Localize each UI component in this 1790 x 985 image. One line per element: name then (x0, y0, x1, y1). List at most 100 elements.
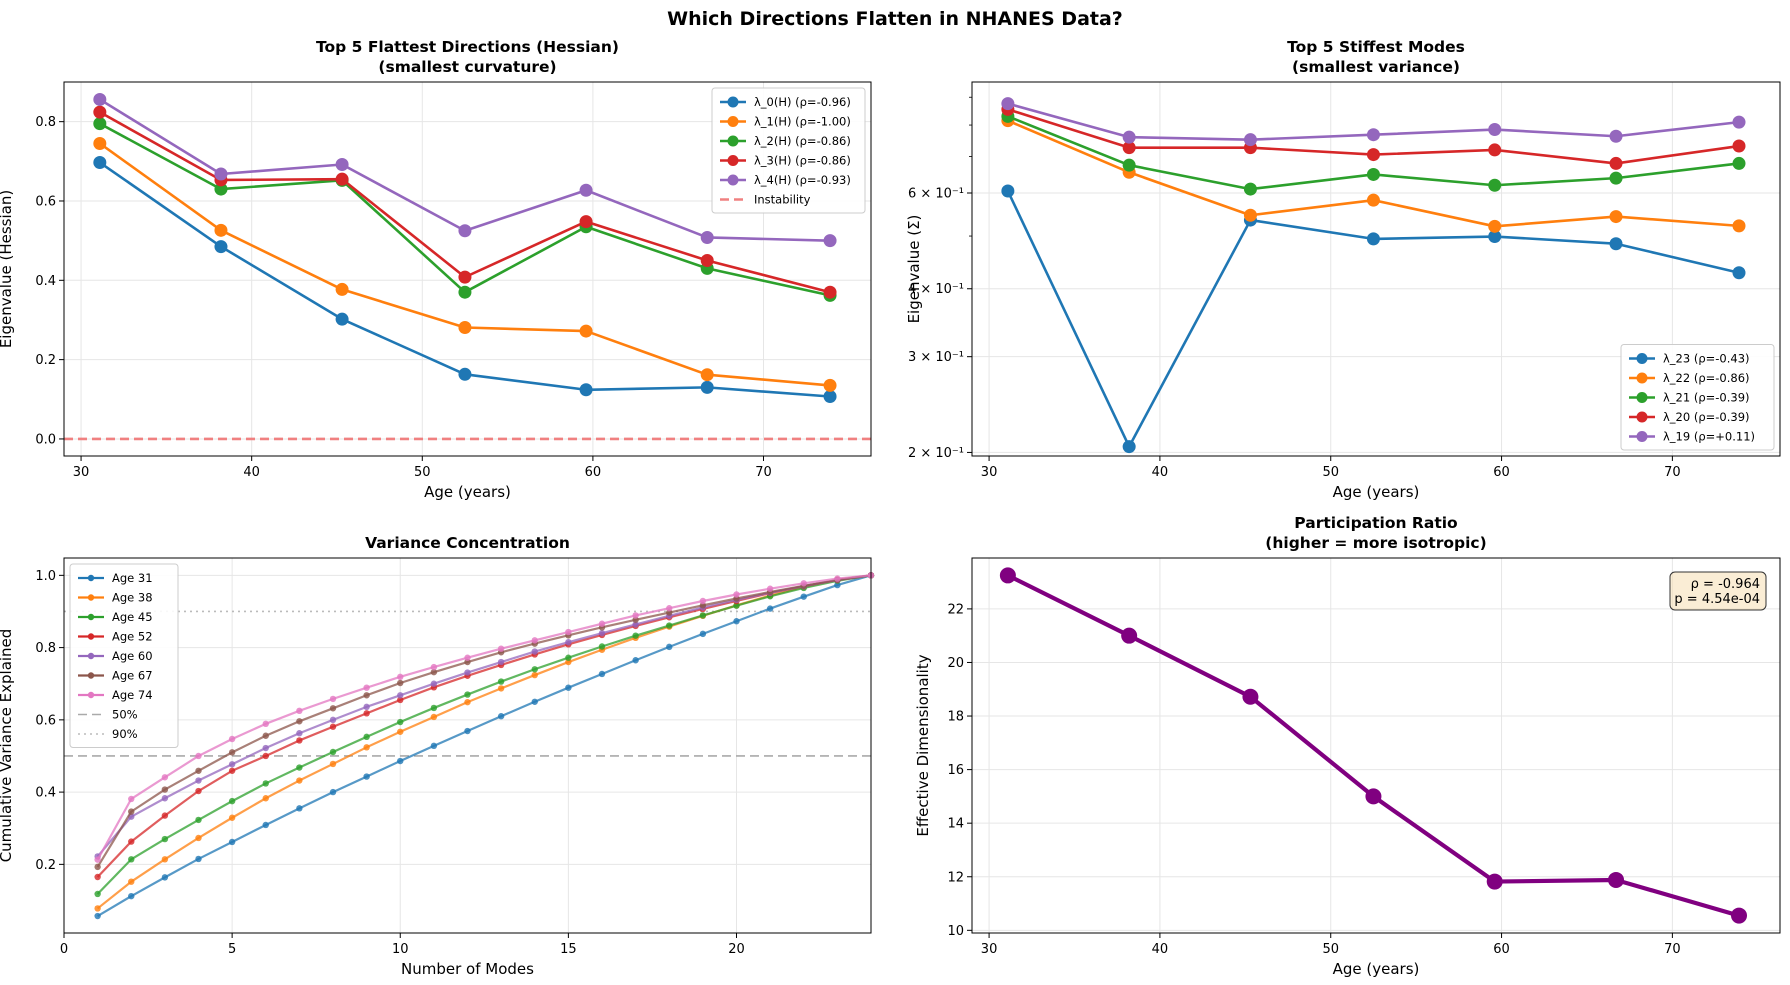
legend-item: λ_2(H) (ρ=-0.86) (720, 134, 851, 148)
data-point (1122, 130, 1136, 144)
data-point (458, 367, 472, 381)
data-point (161, 835, 169, 843)
data-point (579, 183, 593, 197)
legend-label: λ_4(H) (ρ=-0.93) (754, 173, 851, 187)
data-point (262, 720, 269, 728)
data-point (228, 838, 236, 846)
series-4 (94, 572, 875, 860)
data-point (1488, 143, 1502, 157)
data-point (262, 795, 269, 802)
legend-item: 90% (78, 727, 138, 741)
legend-label: 50% (112, 708, 138, 722)
data-point (497, 658, 505, 666)
legend-label: λ_21 (ρ=-0.39) (1663, 391, 1750, 405)
data-point (296, 777, 303, 784)
legend-box (1620, 344, 1775, 451)
x-tick-label: 50 (1322, 942, 1339, 957)
data-point (699, 612, 707, 619)
data-point (458, 224, 472, 238)
data-point (94, 856, 101, 863)
data-point (531, 666, 538, 673)
series-4 (1001, 97, 1746, 147)
data-point (1365, 788, 1382, 805)
data-point (531, 671, 538, 679)
data-point (1488, 219, 1502, 233)
y-tick-label: 12 (947, 870, 964, 885)
chart-subtitle: (higher = more isotropic) (1265, 534, 1486, 552)
legend-swatch-marker (1636, 372, 1648, 384)
data-point (93, 136, 107, 150)
data-point (699, 630, 707, 638)
legend-label: λ_3(H) (ρ=-0.86) (754, 154, 851, 168)
data-point (214, 223, 228, 237)
y-tick-label: 2 × 10⁻¹ (908, 446, 964, 461)
data-point (329, 695, 337, 703)
data-point (1122, 440, 1136, 454)
legend-swatch-marker (1636, 353, 1648, 364)
data-point (699, 597, 707, 605)
data-point (296, 805, 303, 812)
x-tick-label: 50 (414, 465, 431, 480)
legend: Age 31 Age 38 Age 45 Age 52 Age 60 Age 67 Age … (69, 563, 179, 748)
chart-title: Top 5 Stiffest Modes (1287, 38, 1465, 56)
legend-label: λ_23 (ρ=-0.43) (1663, 352, 1750, 366)
data-point (430, 713, 438, 721)
data-point (214, 167, 228, 181)
legend-label: 90% (112, 727, 138, 741)
legend-swatch-marker (87, 613, 95, 621)
data-point (262, 744, 269, 752)
data-point (1122, 141, 1136, 155)
data-point (363, 744, 370, 751)
data-point (632, 621, 639, 628)
x-tick-label: 70 (1664, 942, 1681, 957)
x-tick-label: 60 (1493, 465, 1510, 480)
x-tick-label: 5 (228, 942, 236, 957)
plot-frame (971, 557, 1781, 934)
data-point (430, 704, 438, 712)
legend-label: λ_0(H) (ρ=-0.96) (754, 95, 851, 109)
x-tick-label: 70 (755, 465, 772, 480)
chart-subtitle: (smallest curvature) (378, 58, 556, 76)
series-line (96, 574, 872, 878)
annotation-background (1669, 571, 1767, 611)
series-line (96, 574, 872, 868)
legend-item: Age 31 (78, 571, 153, 585)
y-tick-label: 0.8 (35, 641, 56, 656)
legend-item: Age 60 (78, 649, 153, 663)
data-point (1609, 210, 1623, 224)
legend-swatch-marker (87, 672, 95, 679)
x-tick-label: 30 (73, 465, 90, 480)
data-point (296, 764, 303, 771)
chart-panel-hessian: Top 5 Flattest Directions (Hessian) (smal… (0, 38, 872, 501)
data-point (329, 723, 337, 730)
data-point (1732, 219, 1746, 233)
y-tick-label: 3 × 10⁻¹ (908, 350, 964, 365)
series-line (1006, 573, 1740, 918)
data-point (800, 593, 807, 600)
x-tick-label: 70 (1664, 465, 1681, 480)
data-point (565, 684, 572, 691)
legend-item: λ_20 (ρ=-0.39) (1629, 410, 1750, 424)
y-axis-label: Effective Dimensionality (914, 654, 932, 836)
data-point (128, 808, 135, 815)
x-tick-label: 20 (728, 942, 745, 957)
legend-swatch-marker (727, 116, 739, 127)
legend-label: Age 52 (112, 630, 153, 644)
data-point (733, 618, 740, 625)
x-tick-label: 30 (981, 465, 998, 480)
x-tick-label: 40 (1152, 465, 1169, 480)
legend-label: Age 60 (112, 649, 153, 663)
legend-swatch-marker (87, 691, 95, 699)
data-point (458, 285, 472, 299)
data-point (329, 788, 337, 796)
y-tick-label: 10 (947, 924, 964, 939)
legend-label: Age 45 (112, 610, 153, 624)
data-point (1366, 232, 1380, 246)
data-point (161, 856, 169, 863)
data-point (598, 643, 606, 650)
legend-box (69, 563, 179, 748)
legend-label: Age 38 (112, 591, 153, 605)
data-point (397, 718, 404, 726)
legend-swatch-marker (1636, 392, 1648, 403)
x-tick-label: 30 (981, 942, 998, 957)
